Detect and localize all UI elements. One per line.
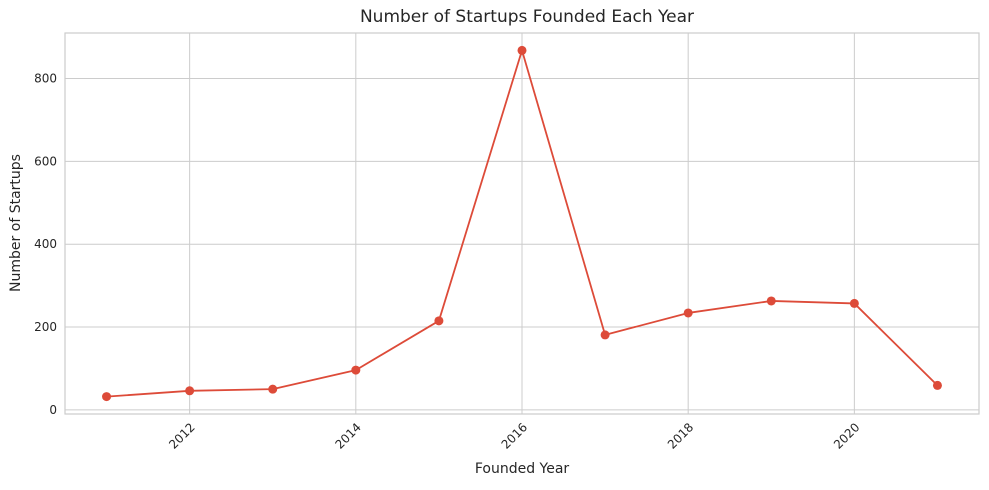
y-tick-label: 0: [49, 403, 57, 417]
data-point: [102, 392, 112, 402]
y-tick-label: 200: [34, 320, 57, 334]
chart-title: Number of Startups Founded Each Year: [360, 7, 694, 27]
data-point: [766, 296, 776, 306]
data-point: [517, 45, 527, 55]
plot-area: [102, 45, 942, 402]
data-point: [185, 386, 195, 396]
y-tick-label: 800: [34, 72, 57, 86]
y-axis-label: Number of Startups: [8, 154, 24, 292]
y-tick-label: 600: [34, 154, 57, 168]
data-point: [683, 308, 693, 318]
x-tick-label: 2020: [831, 420, 862, 451]
data-point: [600, 330, 610, 340]
data-point: [434, 316, 444, 326]
x-tick-label: 2018: [665, 420, 696, 451]
x-axis-label: Founded Year: [475, 461, 570, 477]
grid: [65, 33, 979, 414]
data-point: [849, 298, 859, 308]
data-point: [351, 365, 361, 375]
data-point: [268, 384, 278, 394]
data-point: [932, 380, 942, 390]
y-tick-label: 400: [34, 237, 57, 251]
y-axis-ticks: 0 200 400 600 800: [34, 72, 57, 417]
x-axis-ticks: 2012 2014 2016 2018 2020: [166, 420, 862, 451]
x-tick-label: 2014: [332, 420, 363, 451]
x-tick-label: 2012: [166, 420, 197, 451]
x-tick-label: 2016: [499, 420, 530, 451]
plot-frame: [64, 32, 980, 415]
